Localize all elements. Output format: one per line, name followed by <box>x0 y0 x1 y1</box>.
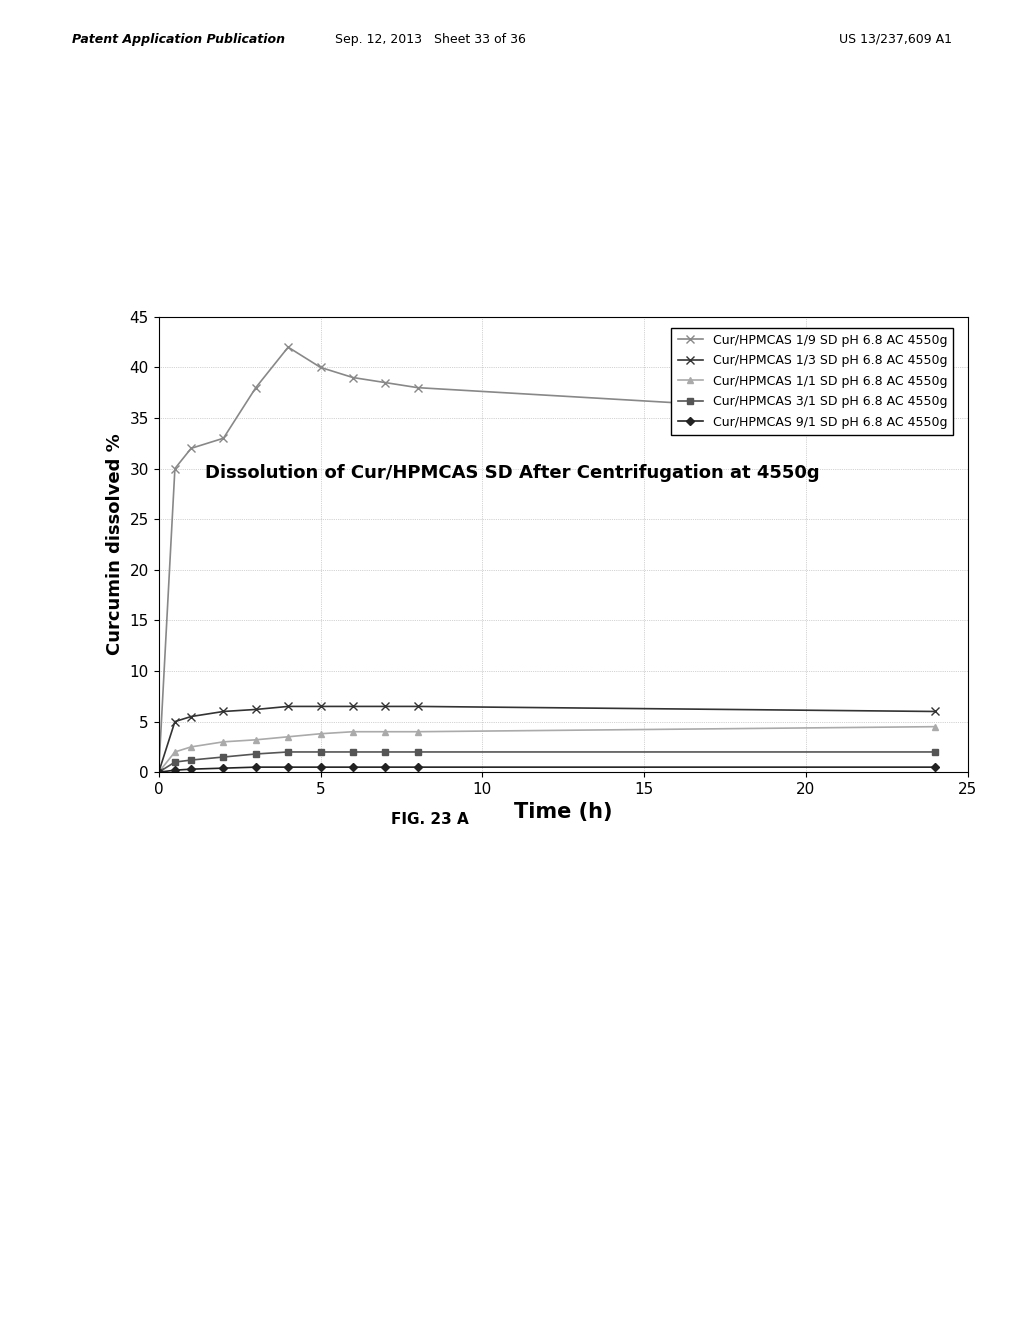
Cur/HPMCAS 1/9 SD pH 6.8 AC 4550g <box>282 339 294 355</box>
Cur/HPMCAS 3/1 SD pH 6.8 AC 4550g <box>347 744 359 760</box>
Line: Cur/HPMCAS 1/1 SD pH 6.8 AC 4550g: Cur/HPMCAS 1/1 SD pH 6.8 AC 4550g <box>156 723 939 776</box>
Line: Cur/HPMCAS 3/1 SD pH 6.8 AC 4550g: Cur/HPMCAS 3/1 SD pH 6.8 AC 4550g <box>156 748 939 776</box>
Cur/HPMCAS 1/9 SD pH 6.8 AC 4550g <box>169 461 181 477</box>
Cur/HPMCAS 1/1 SD pH 6.8 AC 4550g <box>379 723 391 739</box>
Cur/HPMCAS 3/1 SD pH 6.8 AC 4550g <box>412 744 424 760</box>
Cur/HPMCAS 1/3 SD pH 6.8 AC 4550g <box>250 701 262 717</box>
Cur/HPMCAS 1/3 SD pH 6.8 AC 4550g <box>169 714 181 730</box>
Cur/HPMCAS 1/9 SD pH 6.8 AC 4550g <box>185 441 198 457</box>
Cur/HPMCAS 1/1 SD pH 6.8 AC 4550g <box>282 729 294 744</box>
Cur/HPMCAS 1/3 SD pH 6.8 AC 4550g <box>217 704 229 719</box>
Cur/HPMCAS 1/3 SD pH 6.8 AC 4550g <box>282 698 294 714</box>
Text: Dissolution of Cur/HPMCAS SD After Centrifugation at 4550g: Dissolution of Cur/HPMCAS SD After Centr… <box>205 463 819 482</box>
Line: Cur/HPMCAS 1/3 SD pH 6.8 AC 4550g: Cur/HPMCAS 1/3 SD pH 6.8 AC 4550g <box>155 702 939 776</box>
Cur/HPMCAS 1/3 SD pH 6.8 AC 4550g <box>153 764 165 780</box>
Line: Cur/HPMCAS 1/9 SD pH 6.8 AC 4550g: Cur/HPMCAS 1/9 SD pH 6.8 AC 4550g <box>155 343 939 776</box>
Cur/HPMCAS 1/3 SD pH 6.8 AC 4550g <box>314 698 327 714</box>
Cur/HPMCAS 1/3 SD pH 6.8 AC 4550g <box>347 698 359 714</box>
Cur/HPMCAS 9/1 SD pH 6.8 AC 4550g <box>217 760 229 776</box>
Cur/HPMCAS 1/3 SD pH 6.8 AC 4550g <box>929 704 941 719</box>
Cur/HPMCAS 1/1 SD pH 6.8 AC 4550g <box>217 734 229 750</box>
Cur/HPMCAS 1/9 SD pH 6.8 AC 4550g <box>347 370 359 385</box>
Cur/HPMCAS 1/3 SD pH 6.8 AC 4550g <box>412 698 424 714</box>
Cur/HPMCAS 9/1 SD pH 6.8 AC 4550g <box>314 759 327 775</box>
Cur/HPMCAS 3/1 SD pH 6.8 AC 4550g <box>153 764 165 780</box>
Cur/HPMCAS 1/9 SD pH 6.8 AC 4550g <box>250 380 262 396</box>
Cur/HPMCAS 3/1 SD pH 6.8 AC 4550g <box>929 744 941 760</box>
Cur/HPMCAS 1/9 SD pH 6.8 AC 4550g <box>379 375 391 391</box>
Cur/HPMCAS 1/1 SD pH 6.8 AC 4550g <box>153 764 165 780</box>
Cur/HPMCAS 9/1 SD pH 6.8 AC 4550g <box>379 759 391 775</box>
Text: Sep. 12, 2013   Sheet 33 of 36: Sep. 12, 2013 Sheet 33 of 36 <box>335 33 525 46</box>
Cur/HPMCAS 1/1 SD pH 6.8 AC 4550g <box>314 726 327 742</box>
Cur/HPMCAS 9/1 SD pH 6.8 AC 4550g <box>347 759 359 775</box>
Cur/HPMCAS 1/9 SD pH 6.8 AC 4550g <box>217 430 229 446</box>
Cur/HPMCAS 3/1 SD pH 6.8 AC 4550g <box>169 754 181 770</box>
Cur/HPMCAS 1/9 SD pH 6.8 AC 4550g <box>412 380 424 396</box>
Cur/HPMCAS 9/1 SD pH 6.8 AC 4550g <box>153 764 165 780</box>
Cur/HPMCAS 9/1 SD pH 6.8 AC 4550g <box>250 759 262 775</box>
Cur/HPMCAS 1/3 SD pH 6.8 AC 4550g <box>379 698 391 714</box>
Cur/HPMCAS 1/1 SD pH 6.8 AC 4550g <box>347 723 359 739</box>
Cur/HPMCAS 1/9 SD pH 6.8 AC 4550g <box>929 411 941 426</box>
Cur/HPMCAS 3/1 SD pH 6.8 AC 4550g <box>250 746 262 762</box>
Cur/HPMCAS 3/1 SD pH 6.8 AC 4550g <box>314 744 327 760</box>
Cur/HPMCAS 3/1 SD pH 6.8 AC 4550g <box>379 744 391 760</box>
Cur/HPMCAS 1/1 SD pH 6.8 AC 4550g <box>250 731 262 747</box>
Cur/HPMCAS 1/9 SD pH 6.8 AC 4550g <box>153 764 165 780</box>
Text: US 13/237,609 A1: US 13/237,609 A1 <box>840 33 952 46</box>
Y-axis label: Curcumin dissolved %: Curcumin dissolved % <box>106 434 124 655</box>
Cur/HPMCAS 1/3 SD pH 6.8 AC 4550g <box>185 709 198 725</box>
Text: FIG. 23 A: FIG. 23 A <box>391 812 469 826</box>
Text: Patent Application Publication: Patent Application Publication <box>72 33 285 46</box>
Legend: Cur/HPMCAS 1/9 SD pH 6.8 AC 4550g, Cur/HPMCAS 1/3 SD pH 6.8 AC 4550g, Cur/HPMCAS: Cur/HPMCAS 1/9 SD pH 6.8 AC 4550g, Cur/H… <box>672 327 953 436</box>
Cur/HPMCAS 9/1 SD pH 6.8 AC 4550g <box>169 762 181 777</box>
Cur/HPMCAS 3/1 SD pH 6.8 AC 4550g <box>185 752 198 768</box>
Cur/HPMCAS 3/1 SD pH 6.8 AC 4550g <box>282 744 294 760</box>
Cur/HPMCAS 1/1 SD pH 6.8 AC 4550g <box>412 723 424 739</box>
Cur/HPMCAS 9/1 SD pH 6.8 AC 4550g <box>282 759 294 775</box>
X-axis label: Time (h): Time (h) <box>514 803 612 822</box>
Cur/HPMCAS 1/9 SD pH 6.8 AC 4550g <box>314 359 327 375</box>
Cur/HPMCAS 1/1 SD pH 6.8 AC 4550g <box>929 718 941 734</box>
Cur/HPMCAS 9/1 SD pH 6.8 AC 4550g <box>185 762 198 777</box>
Cur/HPMCAS 3/1 SD pH 6.8 AC 4550g <box>217 750 229 766</box>
Cur/HPMCAS 9/1 SD pH 6.8 AC 4550g <box>929 759 941 775</box>
Cur/HPMCAS 1/1 SD pH 6.8 AC 4550g <box>169 744 181 760</box>
Cur/HPMCAS 1/1 SD pH 6.8 AC 4550g <box>185 739 198 755</box>
Line: Cur/HPMCAS 9/1 SD pH 6.8 AC 4550g: Cur/HPMCAS 9/1 SD pH 6.8 AC 4550g <box>156 764 938 775</box>
Cur/HPMCAS 9/1 SD pH 6.8 AC 4550g <box>412 759 424 775</box>
